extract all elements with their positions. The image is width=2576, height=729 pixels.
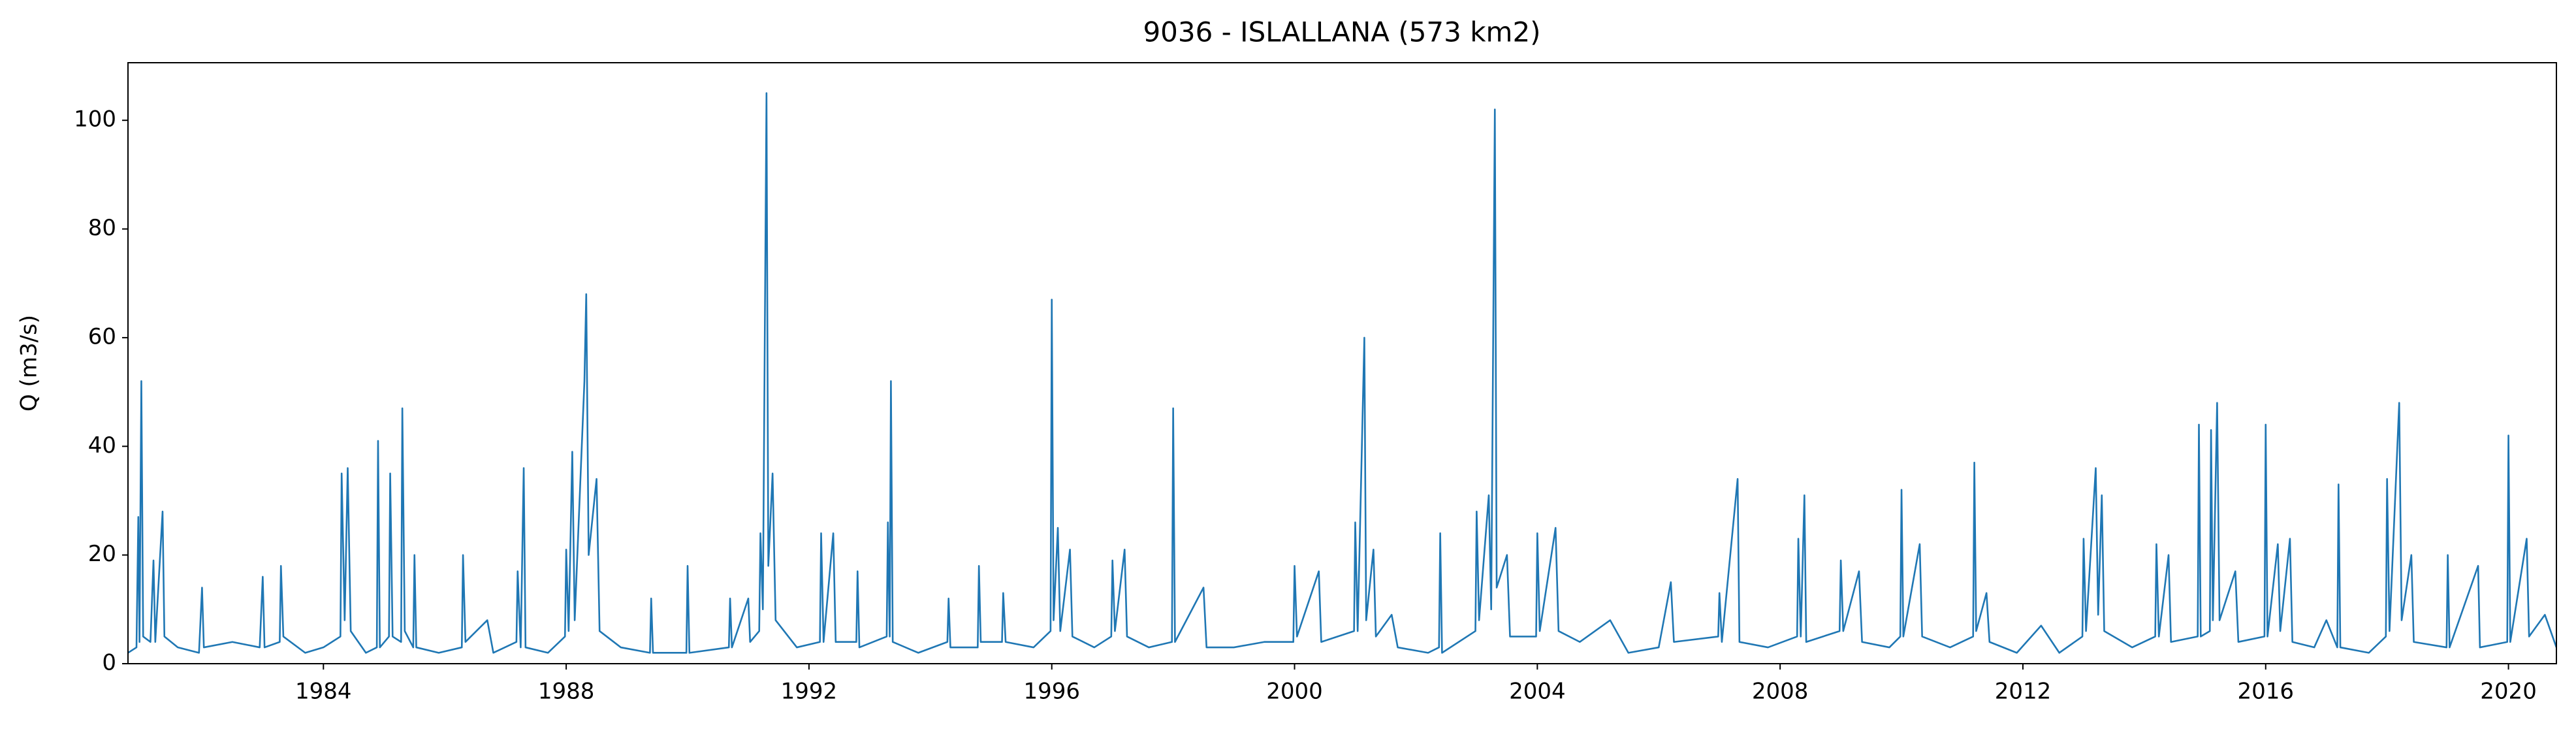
y-tick-label: 60 <box>88 323 116 349</box>
x-tick-label: 2016 <box>2237 679 2294 705</box>
y-axis-label: Q (m3/s) <box>16 315 42 412</box>
y-tick-label: 40 <box>88 432 116 459</box>
x-tick-label: 2004 <box>1509 679 1566 705</box>
x-tick-label: 1984 <box>295 679 352 705</box>
x-tick-label: 2012 <box>1995 679 2052 705</box>
x-tick-label: 2020 <box>2480 679 2537 705</box>
y-tick-label: 80 <box>88 215 116 241</box>
x-tick-label: 2008 <box>1752 679 1809 705</box>
x-tick-label: 1988 <box>538 679 595 705</box>
x-tick-label: 1992 <box>781 679 838 705</box>
y-tick-label: 0 <box>102 650 116 676</box>
chart-title: 9036 - ISLALLANA (573 km2) <box>1143 16 1540 48</box>
x-tick-label: 1996 <box>1023 679 1080 705</box>
y-tick-label: 100 <box>74 106 116 133</box>
x-tick-label: 2000 <box>1266 679 1323 705</box>
series-line <box>128 92 2556 654</box>
plot-frame <box>127 62 2557 664</box>
y-tick-label: 20 <box>88 541 116 567</box>
plot-area <box>128 92 2556 654</box>
